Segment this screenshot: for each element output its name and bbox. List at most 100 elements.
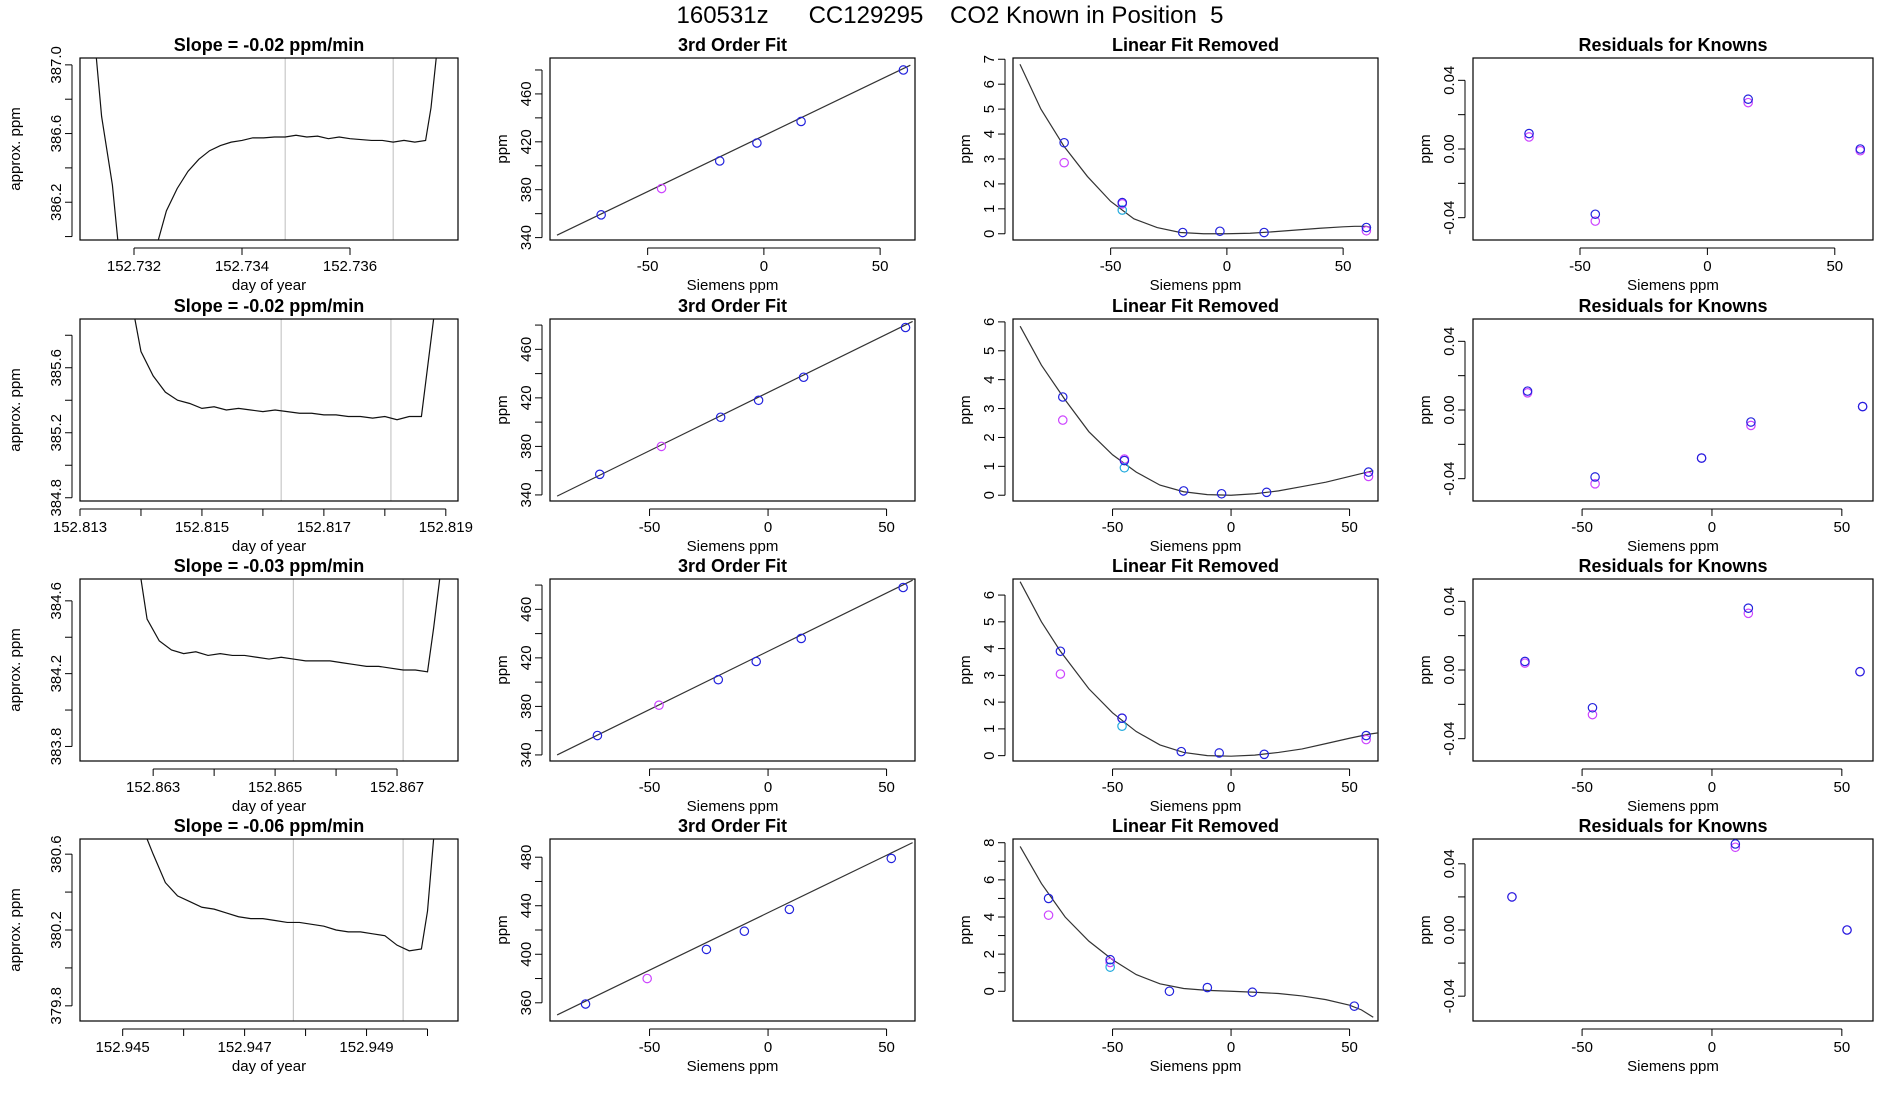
y-axis-label: ppm [957,655,974,684]
y-axis-label: ppm [1417,915,1434,944]
data-point [898,65,909,75]
y-tick-label: 2 [981,950,998,958]
panel-title: Linear Fit Removed [1112,816,1279,836]
data-point [1349,1001,1360,1011]
x-tick-label: 152.732 [107,258,161,275]
y-axis-label: ppm [494,395,511,424]
panel-4-2: 3rd Order Fit -50 0 50 Siemens ppm 360 400 440 4… [494,816,916,1075]
data-point [1524,132,1534,142]
data-point [1587,709,1598,720]
y-tick-label: 385.2 [48,414,65,452]
x-axis-label: Siemens ppm [687,798,779,815]
data-point [1057,392,1068,402]
data-line [140,579,441,673]
data-point [1259,749,1270,760]
x-tick-label: 0 [1703,258,1711,275]
y-tick-label: 3 [981,404,998,412]
y-axis-label: approx. ppm [7,107,24,190]
y-tick-label: 1 [981,725,998,733]
x-tick-label: 152.736 [323,258,377,275]
x-tick-label: 0 [764,779,772,796]
data-point [1261,487,1272,498]
data-point [1590,209,1601,220]
plot-area [1019,325,1374,499]
panel-1-1: Slope = -0.02 ppm/min 152.732 152.734 152.7… [7,35,459,294]
data-point [1043,910,1054,920]
y-tick-label: 380 [518,177,535,202]
y-tick-label: 340 [518,742,535,767]
y-tick-label: 400 [518,942,535,967]
x-tick-label: 50 [1335,258,1352,275]
data-point [1855,144,1866,154]
panel-title: Linear Fit Removed [1112,296,1279,316]
y-tick-label: 379.8 [48,987,65,1025]
panel-title: Slope = -0.03 ppm/min [174,556,365,576]
data-point [1363,467,1374,477]
plot-frame [549,578,916,762]
x-tick-label: 0 [1223,258,1231,275]
x-tick-label: -50 [1102,1039,1124,1056]
panel-1-2: 3rd Order Fit -50 0 50 Siemens ppm 340 380 420 4… [494,35,916,294]
plot-frame [1472,57,1874,241]
x-tick-label: 0 [1708,519,1716,536]
y-axis-label: approx. ppm [7,888,24,971]
plot-area [95,58,437,240]
data-point [1587,702,1598,713]
data-point [1216,488,1227,499]
data-point [1743,603,1754,613]
x-tick-label: -50 [639,779,661,796]
y-tick-label: 480 [518,845,535,870]
plot-frame [1012,578,1379,762]
data-point [714,156,725,166]
x-axis-label: day of year [232,277,306,294]
y-tick-label: 6 [981,80,998,88]
plot-area [134,319,435,421]
y-tick-label: 6 [981,591,998,599]
panel-4-3: Linear Fit Removed -50 0 50 Siemens ppm 0 2 4 6 8… [957,816,1379,1075]
y-axis-label: ppm [1417,655,1434,684]
data-point [796,116,806,127]
x-tick-label: 152.949 [339,1039,393,1056]
y-tick-label: 0.04 [1441,66,1458,95]
x-axis-label: Siemens ppm [1150,277,1242,294]
data-point [654,700,664,710]
plot-frame [1472,838,1874,1022]
panel-title: Residuals for Knowns [1578,296,1767,316]
data-point [656,183,667,194]
panel-2-3: Linear Fit Removed -50 0 50 Siemens ppm 0 1 2 3 4… [957,296,1379,555]
data-point [701,944,712,955]
plot-area [1522,386,1868,489]
plot-frame [549,838,916,1022]
data-point [1215,226,1225,237]
data-point [1055,669,1066,679]
panel-title: 3rd Order Fit [678,35,787,55]
y-tick-label: 0 [981,751,998,759]
x-tick-label: 50 [1341,519,1358,536]
y-tick-label: 1 [981,205,998,213]
data-point [642,973,652,984]
x-tick-label: 0 [1708,1039,1716,1056]
y-tick-label: 7 [981,55,998,63]
plot-area [140,579,441,673]
y-tick-label: 8 [981,839,998,847]
panel-title: Slope = -0.02 ppm/min [174,35,365,55]
data-point [1105,962,1115,972]
plot-frame [549,57,916,241]
y-tick-label: 4 [981,130,998,138]
data-point [1522,386,1533,396]
y-tick-label: -0.04 [1441,979,1458,1013]
fit-line [556,320,913,497]
x-tick-label: 50 [1833,519,1850,536]
plot-frame [79,838,459,1022]
fit-line [1019,581,1378,757]
y-tick-label: 440 [518,893,535,918]
y-tick-label: 420 [518,645,535,670]
x-axis-label: Siemens ppm [1627,1058,1719,1075]
y-axis-label: ppm [494,915,511,944]
x-tick-label: 152.865 [248,779,302,796]
data-point [1590,216,1601,226]
y-tick-label: 384.2 [48,655,65,693]
panel-3-3: Linear Fit Removed -50 0 50 Siemens ppm 0 1 2 3 4… [957,556,1379,815]
data-point [796,633,807,644]
y-tick-label: 0 [981,491,998,499]
